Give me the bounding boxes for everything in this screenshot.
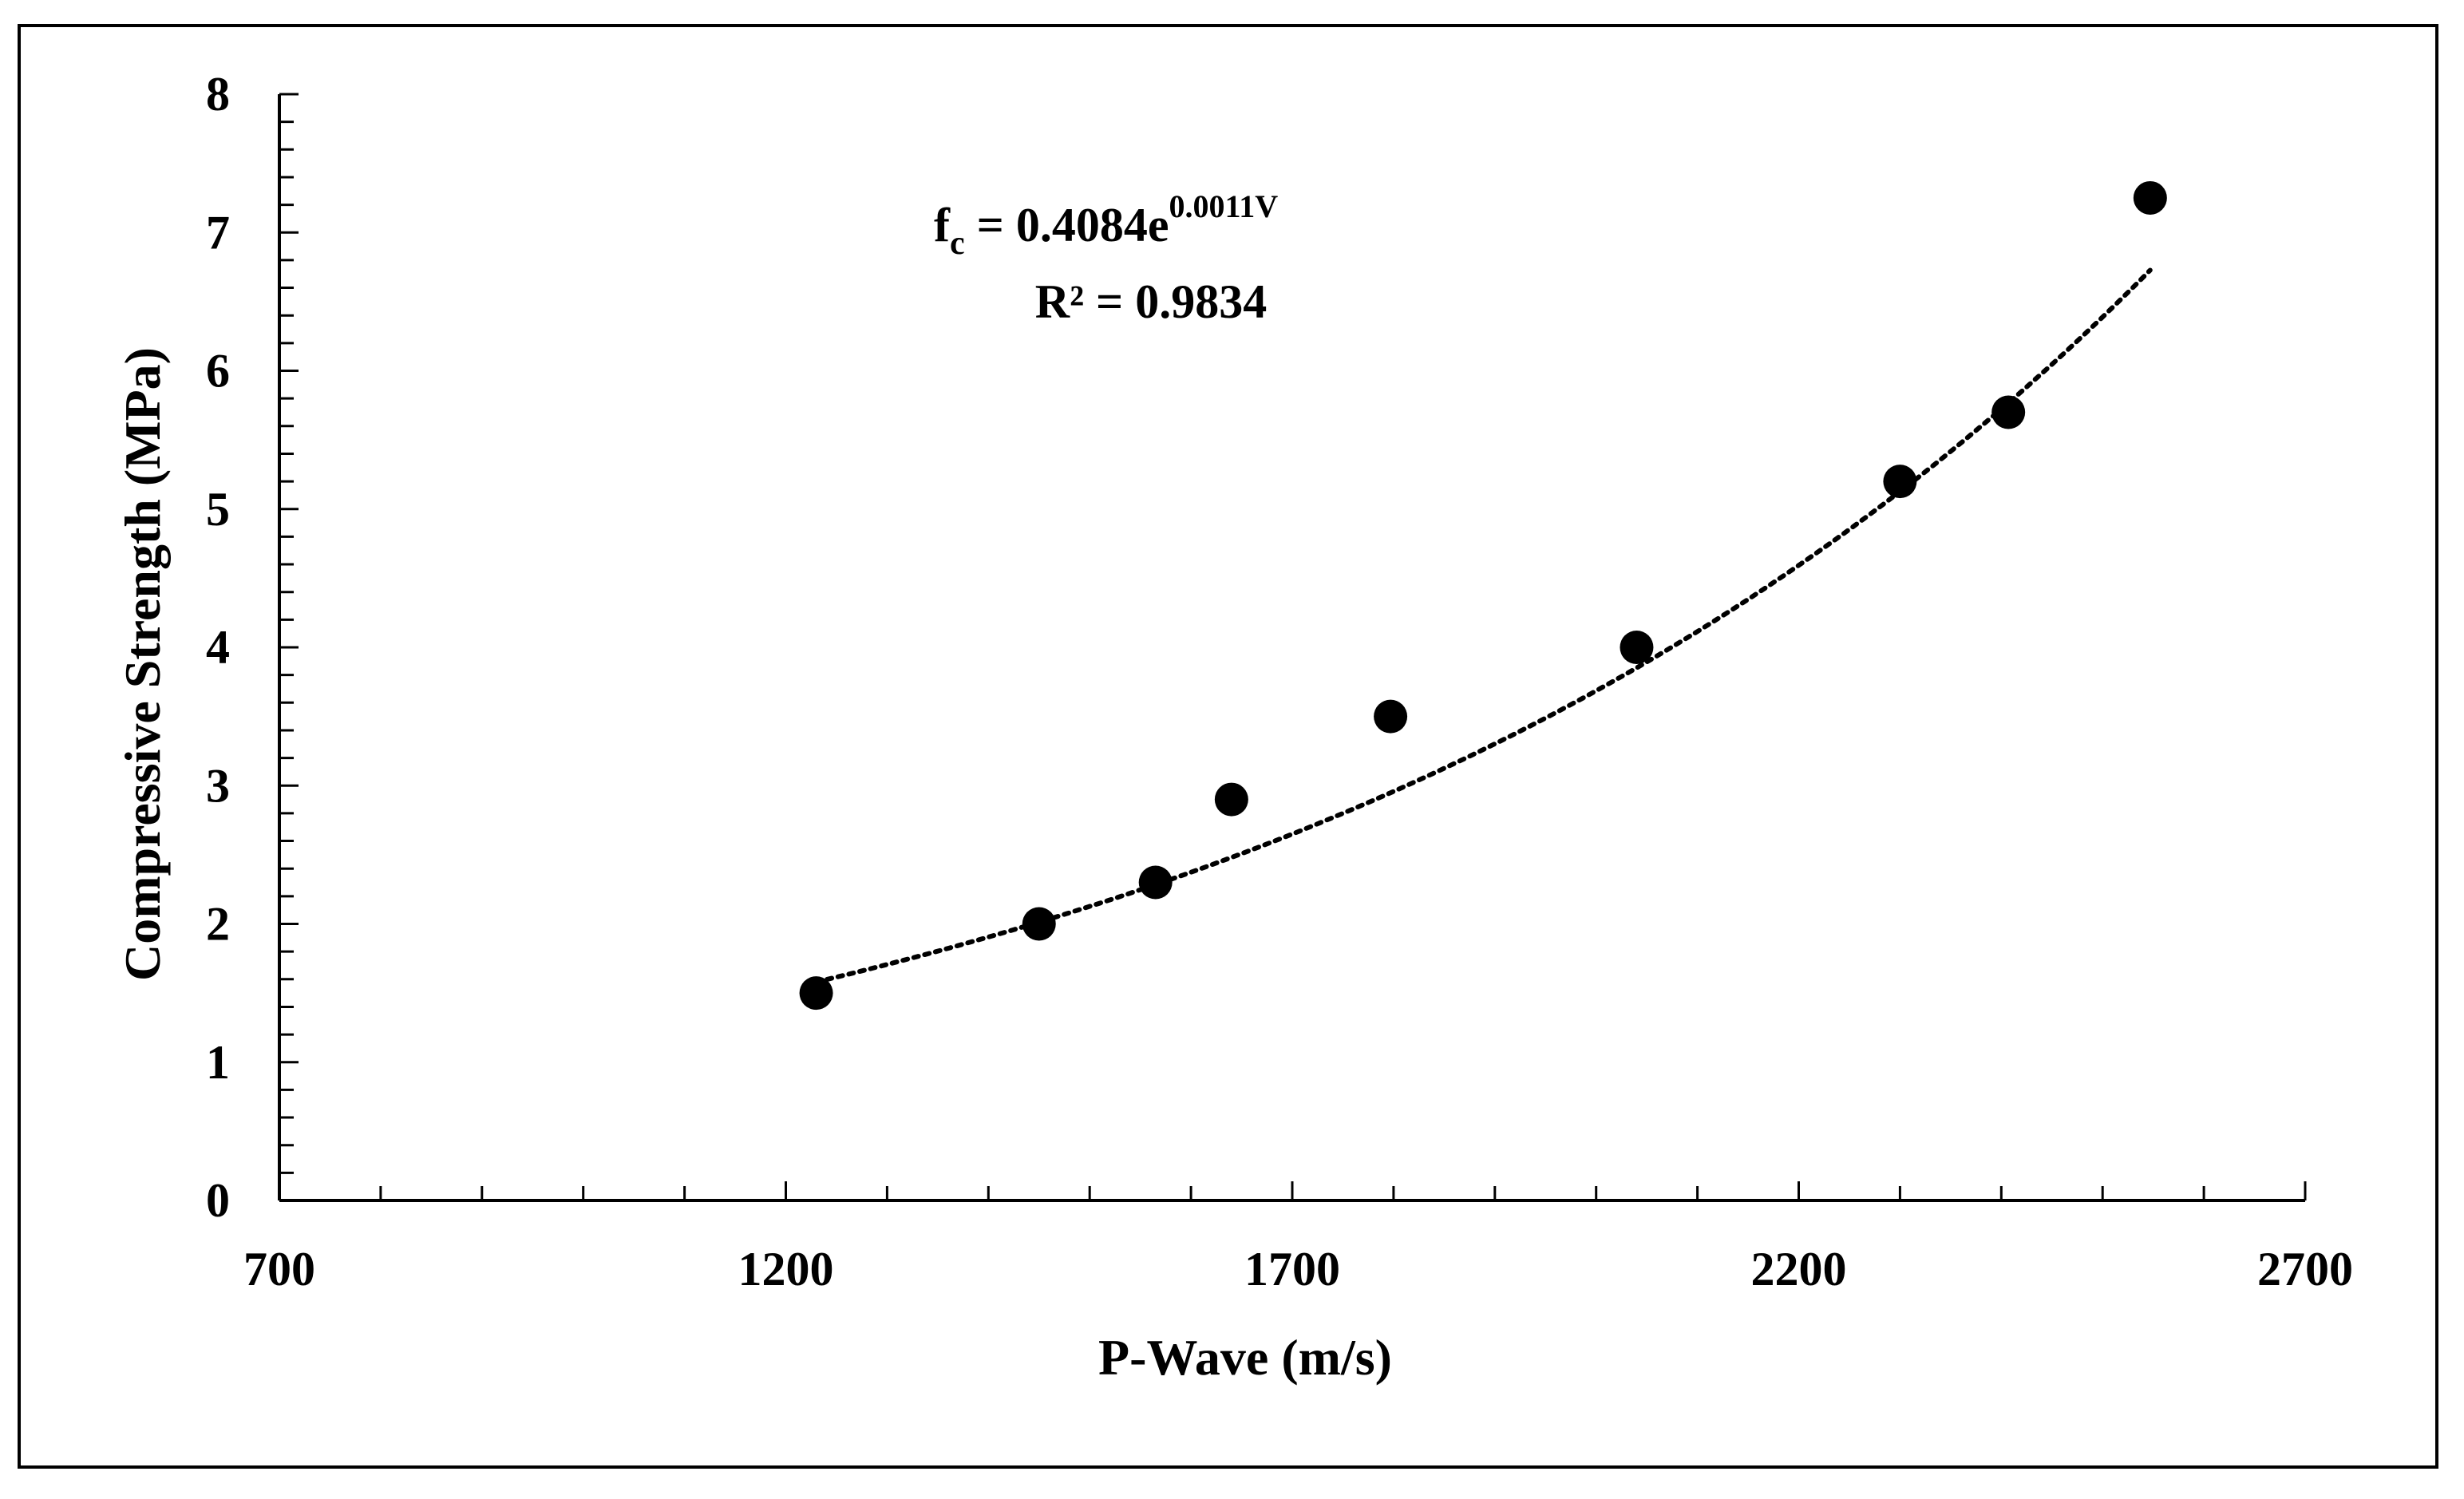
equation-base: f	[934, 199, 951, 251]
data-point	[1620, 631, 1654, 664]
equation-body: = 0.4084e	[965, 199, 1169, 251]
y-tick-label: 3	[206, 759, 230, 812]
x-tick-label: 1700	[1244, 1243, 1340, 1295]
y-tick-label: 5	[206, 483, 230, 536]
x-tick-label: 700	[243, 1243, 315, 1295]
data-point	[1883, 465, 1917, 499]
equation-exponent: 0.0011V	[1169, 188, 1278, 224]
y-tick-label: 6	[206, 345, 230, 397]
x-tick-label: 1200	[738, 1243, 834, 1295]
y-tick-label: 2	[206, 898, 230, 951]
axis-ticks	[278, 93, 2307, 1202]
axes	[278, 94, 2305, 1202]
data-point	[1991, 395, 2026, 429]
y-tick-label: 0	[206, 1174, 230, 1227]
y-axis-title: Compressive Strength (MPa)	[114, 347, 171, 981]
y-tick-label: 7	[206, 206, 230, 259]
data-point	[1214, 782, 1248, 817]
data-points	[799, 180, 2167, 1011]
data-point	[1022, 907, 1056, 941]
x-axis-title: P-Wave (m/s)	[1098, 1329, 1392, 1386]
equation-subscript: c	[950, 225, 965, 262]
data-point	[1374, 699, 1408, 734]
y-tick-label: 8	[206, 68, 230, 121]
y-tick-label: 1	[206, 1036, 230, 1089]
r-squared-label: R² = 0.9834	[1035, 275, 1268, 328]
exponential-trendline	[813, 267, 2153, 985]
trendline-group	[813, 267, 2153, 985]
data-point	[2133, 180, 2167, 215]
axis-tick-labels: 700 1200 1700 2200 2700 0 1 2 3 4 5 6 7 8	[206, 68, 2353, 1295]
x-tick-label: 2700	[2257, 1243, 2353, 1295]
chart-frame	[18, 24, 2438, 1469]
y-tick-label: 4	[206, 621, 230, 674]
data-point	[1138, 865, 1173, 900]
data-point	[799, 976, 833, 1011]
x-tick-label: 2200	[1751, 1243, 1847, 1295]
trendline-equation: fc = 0.4084e0.0011V	[934, 188, 1278, 262]
